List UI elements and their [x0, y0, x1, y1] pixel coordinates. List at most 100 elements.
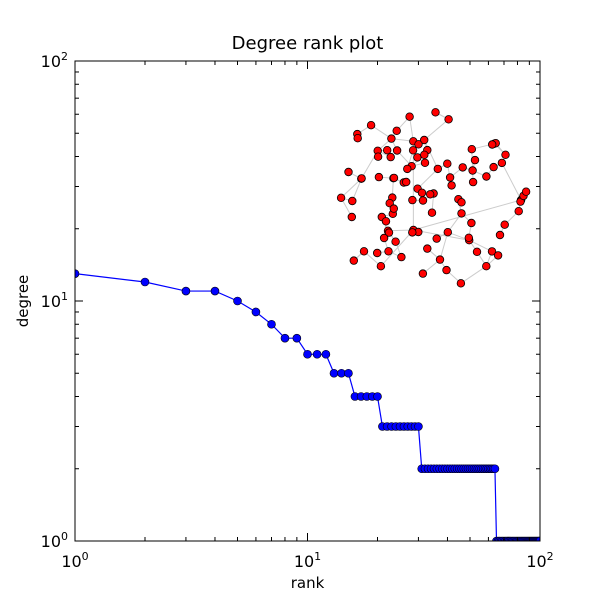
- network-node: [374, 172, 384, 182]
- network-node: [402, 177, 411, 187]
- data-point: [312, 349, 322, 359]
- network-node: [392, 146, 402, 155]
- network-node: [408, 228, 417, 237]
- network-node: [445, 173, 455, 182]
- network-node: [458, 163, 467, 172]
- network-edge: [413, 229, 470, 241]
- network-edge: [417, 168, 439, 190]
- data-point: [321, 349, 331, 359]
- network-node: [397, 252, 406, 262]
- network-node: [336, 193, 346, 202]
- network-node: [423, 244, 432, 253]
- y-tick-label-1: 101: [41, 290, 68, 311]
- network-node: [467, 144, 476, 154]
- network-node: [384, 228, 394, 237]
- network-node: [418, 269, 428, 278]
- data-point: [140, 277, 150, 287]
- network-node: [435, 255, 445, 264]
- degree-series: [75, 269, 540, 541]
- y-axis-label: degree: [14, 275, 32, 328]
- data-point: [251, 307, 261, 317]
- network-node: [426, 190, 435, 199]
- data-point: [303, 349, 312, 359]
- network-node: [403, 164, 412, 174]
- network-node: [457, 209, 466, 218]
- network-node: [386, 152, 395, 162]
- network-node: [389, 204, 398, 213]
- series-layer: [75, 269, 540, 541]
- network-node: [373, 152, 383, 161]
- network-node: [420, 135, 429, 145]
- network-node: [482, 172, 491, 181]
- network-node: [384, 247, 393, 256]
- y-tick-labels: 100 101 102: [41, 50, 68, 551]
- data-point: [292, 333, 302, 343]
- network-node: [392, 126, 401, 135]
- network-edge: [423, 139, 439, 170]
- network-node: [514, 206, 523, 216]
- network-node: [427, 208, 437, 217]
- network-node: [468, 166, 477, 175]
- network-node: [500, 220, 509, 229]
- network-edge: [468, 239, 493, 252]
- network-node: [405, 112, 414, 121]
- network-node: [489, 162, 498, 172]
- network-node: [443, 227, 452, 237]
- data-point: [535, 536, 540, 541]
- network-node: [482, 262, 491, 271]
- network-edge: [413, 199, 522, 231]
- network-node: [420, 150, 429, 159]
- network-edge: [460, 265, 487, 284]
- network-node: [408, 195, 417, 205]
- network-node: [464, 233, 473, 242]
- chart-title: Degree rank plot: [232, 33, 384, 54]
- x-tick-label-1: 101: [294, 550, 321, 571]
- network-node: [470, 155, 480, 165]
- network-node: [373, 248, 382, 258]
- inset-network-graph: [336, 108, 531, 288]
- network-node: [359, 247, 369, 256]
- network-node: [432, 234, 441, 243]
- network-node: [366, 120, 376, 130]
- network-node: [420, 158, 430, 167]
- network-node: [472, 247, 482, 256]
- network-node: [387, 134, 396, 143]
- network-node: [431, 108, 440, 117]
- network-node: [447, 181, 456, 190]
- network-node: [418, 196, 428, 205]
- network-edge: [439, 232, 449, 260]
- data-point: [233, 296, 242, 306]
- network-node: [488, 140, 497, 149]
- network-node: [348, 196, 357, 206]
- network-node: [389, 173, 399, 183]
- network-node: [381, 217, 391, 226]
- data-point: [181, 286, 191, 296]
- y-tick-label-2: 102: [41, 50, 68, 71]
- network-node: [379, 233, 389, 243]
- data-point: [280, 333, 290, 343]
- y-tick-label-0: 100: [41, 530, 68, 551]
- network-node: [467, 218, 476, 228]
- network-edge: [380, 229, 414, 267]
- data-point: [414, 422, 423, 431]
- network-node: [444, 115, 453, 124]
- network-node: [408, 146, 418, 155]
- network-node: [413, 153, 422, 162]
- data-point: [210, 286, 220, 296]
- network-node: [376, 262, 386, 271]
- data-point: [344, 368, 353, 378]
- x-tick-label-2: 102: [526, 550, 553, 571]
- data-point: [329, 368, 339, 378]
- network-node: [383, 145, 392, 155]
- network-node: [468, 177, 478, 187]
- network-node: [344, 167, 353, 177]
- network-node: [353, 133, 362, 143]
- network-node: [357, 174, 366, 183]
- x-tick-labels: 100 101 102: [61, 550, 553, 571]
- network-node: [443, 159, 452, 168]
- network-node: [414, 140, 423, 149]
- network-node: [456, 279, 466, 288]
- network-edge: [340, 178, 362, 199]
- network-node: [433, 164, 442, 174]
